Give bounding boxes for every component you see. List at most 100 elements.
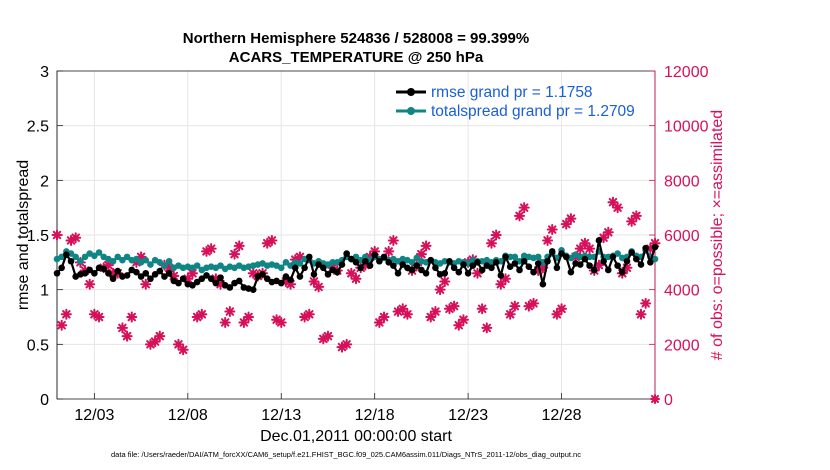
rmse-point [609, 253, 617, 261]
obs-point [303, 308, 315, 320]
obs-point-stroke [501, 274, 510, 283]
obs-point-stroke [636, 310, 646, 319]
obs-point [56, 319, 68, 331]
obs-point-stroke [580, 238, 590, 248]
obs-point [602, 226, 614, 238]
rmse-point [301, 264, 308, 272]
y-left-tick-label: 2 [40, 173, 49, 190]
rmse-point [105, 269, 112, 277]
rmse-point [633, 255, 640, 263]
rmse-point [525, 263, 533, 271]
rmse-point [558, 250, 565, 257]
rmse-point [488, 264, 495, 272]
rmse-point [399, 261, 407, 268]
rmse-point [189, 281, 196, 289]
rmse-point [441, 269, 449, 277]
rmse-point [422, 269, 430, 277]
rmse-point [502, 253, 509, 261]
y-right-tick-label: 2000 [664, 337, 700, 354]
obs-point-stroke [384, 247, 393, 256]
data-file-footer: data file: /Users/raeder/DAI/ATM_forcXX/… [111, 450, 581, 459]
x-tick-label: 12/03 [74, 407, 114, 424]
rmse-point [492, 259, 500, 266]
obs-point-stroke [225, 307, 235, 316]
rmse-point [338, 261, 346, 268]
rmse-point [604, 266, 612, 274]
rmse-point [408, 266, 416, 274]
totalspread-point [72, 253, 79, 261]
obs-point-stroke [519, 203, 529, 212]
obs-point [518, 202, 530, 214]
obs-point-stroke [641, 299, 650, 308]
obs-point [140, 278, 152, 290]
rmse-point [647, 259, 654, 266]
obs-point-stroke [57, 320, 66, 330]
obs-point-stroke [323, 331, 333, 341]
obs-point-stroke [389, 236, 398, 245]
obs-point-stroke [85, 279, 94, 289]
rmse-point [390, 262, 397, 269]
rmse-point [53, 269, 61, 277]
obs-point [238, 316, 250, 328]
obs-point [640, 297, 652, 309]
legend-rmse-label: rmse grand pr = 1.1758 [431, 84, 593, 101]
rmse-point [562, 253, 570, 261]
x-tick-label: 12/23 [448, 407, 488, 424]
rmse-point [497, 272, 505, 279]
rmse-point [394, 269, 402, 277]
y-axis-left-label: rmse and totalspread [15, 160, 32, 310]
obs-point [565, 213, 577, 225]
y-axis-right-label: # of obs: o=possible; ×=assimilated [709, 110, 726, 360]
rmse-point [385, 259, 393, 266]
rmse-point [450, 264, 458, 272]
rmse-point [123, 272, 131, 279]
obs-point-stroke [547, 225, 557, 234]
totalspread-point [77, 257, 84, 265]
y-right-tick-label: 8000 [664, 173, 700, 190]
rmse-point [217, 274, 224, 281]
totalspread-point [114, 253, 122, 261]
obs-point [457, 314, 469, 326]
rmse-point [81, 269, 89, 277]
obs-point-stroke [277, 318, 286, 327]
rmse-point [427, 256, 435, 264]
y-left-tick-label: 1.5 [27, 228, 49, 245]
rmse-point [539, 280, 547, 288]
y-right-tick-label: 6000 [664, 228, 700, 245]
obs-point-stroke [272, 315, 281, 324]
totalspread-point [119, 256, 126, 264]
obs-point [448, 300, 460, 312]
rmse-point [109, 275, 117, 283]
totalspread-point [413, 254, 421, 262]
rmse-point [469, 262, 477, 269]
rmse-point [506, 263, 514, 271]
obs-point [387, 234, 399, 246]
rmse-point [418, 266, 425, 274]
rmse-point [614, 262, 621, 269]
obs-point-stroke [178, 345, 188, 355]
obs-point [509, 300, 521, 312]
rmse-point [161, 273, 168, 280]
rmse-point [133, 268, 140, 276]
obs-point [439, 275, 451, 287]
rmse-point [567, 268, 575, 276]
obs-point-stroke [197, 310, 207, 319]
rmse-point [67, 257, 75, 265]
obs-point-stroke [608, 197, 618, 207]
obs-point-stroke [604, 228, 613, 237]
rmse-point [291, 264, 299, 272]
legend-rmse-marker [407, 88, 415, 96]
obs-point [51, 229, 63, 241]
legend-spread-marker [407, 107, 415, 115]
rmse-point [642, 244, 649, 252]
obs-point [229, 248, 241, 260]
obs-point-stroke [622, 263, 632, 273]
obs-point [650, 394, 660, 404]
rmse-point [413, 262, 421, 269]
x-tick-label: 12/13 [261, 407, 301, 424]
obs-point [490, 229, 502, 241]
obs-point [341, 338, 353, 350]
totalspread-point [142, 256, 150, 264]
rmse-point [277, 279, 285, 287]
totalspread-point [123, 253, 131, 261]
